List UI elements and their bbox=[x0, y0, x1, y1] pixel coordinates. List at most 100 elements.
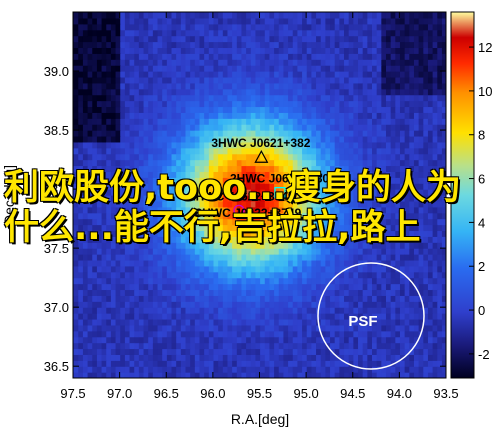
heatmap-cell bbox=[329, 218, 335, 226]
heatmap-cell bbox=[133, 354, 139, 361]
heatmap-cell bbox=[114, 71, 121, 78]
heatmap-cell bbox=[399, 259, 405, 267]
heatmap-cell bbox=[138, 295, 144, 302]
heatmap-cell bbox=[82, 289, 88, 296]
heatmap-cell bbox=[240, 254, 247, 261]
heatmap-cell bbox=[422, 12, 428, 19]
heatmap-cell bbox=[166, 76, 172, 84]
heatmap-cell bbox=[147, 200, 153, 208]
heatmap-cell bbox=[212, 29, 219, 37]
heatmap-cell bbox=[301, 224, 307, 232]
heatmap-cell bbox=[376, 289, 382, 296]
heatmap-cell bbox=[128, 206, 135, 214]
heatmap-cell bbox=[254, 183, 261, 190]
heatmap-cell bbox=[292, 159, 298, 167]
heatmap-cell bbox=[357, 366, 363, 373]
heatmap-cell bbox=[147, 130, 153, 137]
heatmap-cell bbox=[278, 271, 284, 279]
heatmap-cell bbox=[380, 41, 386, 49]
heatmap-cell bbox=[91, 254, 97, 261]
heatmap-cell bbox=[100, 259, 107, 267]
heatmap-cell bbox=[208, 254, 214, 261]
heatmap-cell bbox=[226, 242, 233, 249]
heatmap-cell bbox=[194, 35, 200, 43]
heatmap-cell bbox=[77, 165, 83, 172]
heatmap-cell bbox=[138, 313, 144, 320]
heatmap-cell bbox=[156, 360, 163, 367]
heatmap-cell bbox=[194, 330, 200, 338]
heatmap-cell bbox=[385, 218, 391, 226]
heatmap-cell bbox=[310, 35, 317, 43]
heatmap-cell bbox=[259, 200, 265, 208]
heatmap-cell bbox=[250, 124, 256, 131]
heatmap-cell bbox=[170, 206, 177, 214]
heatmap-cell bbox=[77, 112, 83, 119]
heatmap-cell bbox=[180, 230, 186, 237]
heatmap-cell bbox=[394, 112, 400, 119]
heatmap-cell bbox=[175, 159, 181, 167]
heatmap-cell bbox=[96, 265, 102, 273]
heatmap-cell bbox=[184, 289, 191, 296]
heatmap-cell bbox=[371, 360, 377, 367]
heatmap-cell bbox=[264, 35, 270, 43]
heatmap-cell bbox=[427, 224, 433, 232]
heatmap-cell bbox=[175, 313, 181, 320]
heatmap-cell bbox=[432, 265, 438, 273]
heatmap-cell bbox=[273, 236, 279, 243]
heatmap-cell bbox=[189, 200, 195, 208]
heatmap-cell bbox=[390, 372, 396, 378]
heatmap-cell bbox=[180, 35, 186, 43]
heatmap-cell bbox=[100, 206, 107, 214]
heatmap-cell bbox=[306, 330, 312, 338]
heatmap-cell bbox=[82, 41, 88, 49]
heatmap-cell bbox=[436, 242, 442, 249]
heatmap-cell bbox=[357, 82, 363, 90]
heatmap-cell bbox=[352, 301, 359, 308]
heatmap-cell bbox=[226, 153, 233, 161]
heatmap-cell bbox=[189, 106, 195, 113]
heatmap-cell bbox=[315, 94, 321, 102]
heatmap-cell bbox=[175, 76, 181, 84]
heatmap-cell bbox=[226, 59, 233, 66]
heatmap-cell bbox=[394, 283, 400, 291]
heatmap-cell bbox=[296, 130, 303, 137]
heatmap-cell bbox=[352, 171, 359, 178]
heatmap-cell bbox=[268, 124, 275, 131]
heatmap-cell bbox=[380, 12, 386, 19]
heatmap-cell bbox=[259, 283, 265, 291]
heatmap-cell bbox=[222, 41, 228, 49]
heatmap-cell bbox=[259, 218, 265, 226]
heatmap-cell bbox=[105, 348, 111, 355]
heatmap-cell bbox=[208, 330, 214, 338]
heatmap-cell bbox=[100, 189, 107, 196]
heatmap-cell bbox=[254, 200, 261, 208]
heatmap-cell bbox=[404, 189, 410, 196]
heatmap-cell bbox=[282, 177, 289, 184]
heatmap-cell bbox=[343, 318, 349, 326]
heatmap-cell bbox=[432, 307, 438, 314]
heatmap-cell bbox=[152, 289, 158, 296]
heatmap-cell bbox=[161, 189, 167, 196]
heatmap-cell bbox=[413, 318, 419, 326]
heatmap-cell bbox=[77, 41, 83, 49]
heatmap-cell bbox=[292, 218, 298, 226]
heatmap-cell bbox=[432, 348, 438, 355]
heatmap-cell bbox=[96, 12, 102, 19]
heatmap-cell bbox=[264, 254, 270, 261]
heatmap-cell bbox=[240, 118, 247, 125]
heatmap-cell bbox=[217, 112, 223, 119]
heatmap-cell bbox=[203, 76, 209, 84]
heatmap-cell bbox=[180, 141, 186, 149]
heatmap-cell bbox=[352, 12, 359, 19]
heatmap-cell bbox=[161, 348, 167, 355]
heatmap-cell bbox=[441, 330, 446, 338]
heatmap-cell bbox=[180, 82, 186, 90]
heatmap-cell bbox=[142, 100, 149, 108]
heatmap-cell bbox=[296, 242, 303, 249]
heatmap-cell bbox=[147, 307, 153, 314]
heatmap-cell bbox=[310, 236, 317, 243]
heatmap-cell bbox=[250, 277, 256, 285]
heatmap-cell bbox=[390, 118, 396, 125]
heatmap-cell bbox=[110, 141, 116, 149]
heatmap-cell bbox=[105, 224, 111, 232]
